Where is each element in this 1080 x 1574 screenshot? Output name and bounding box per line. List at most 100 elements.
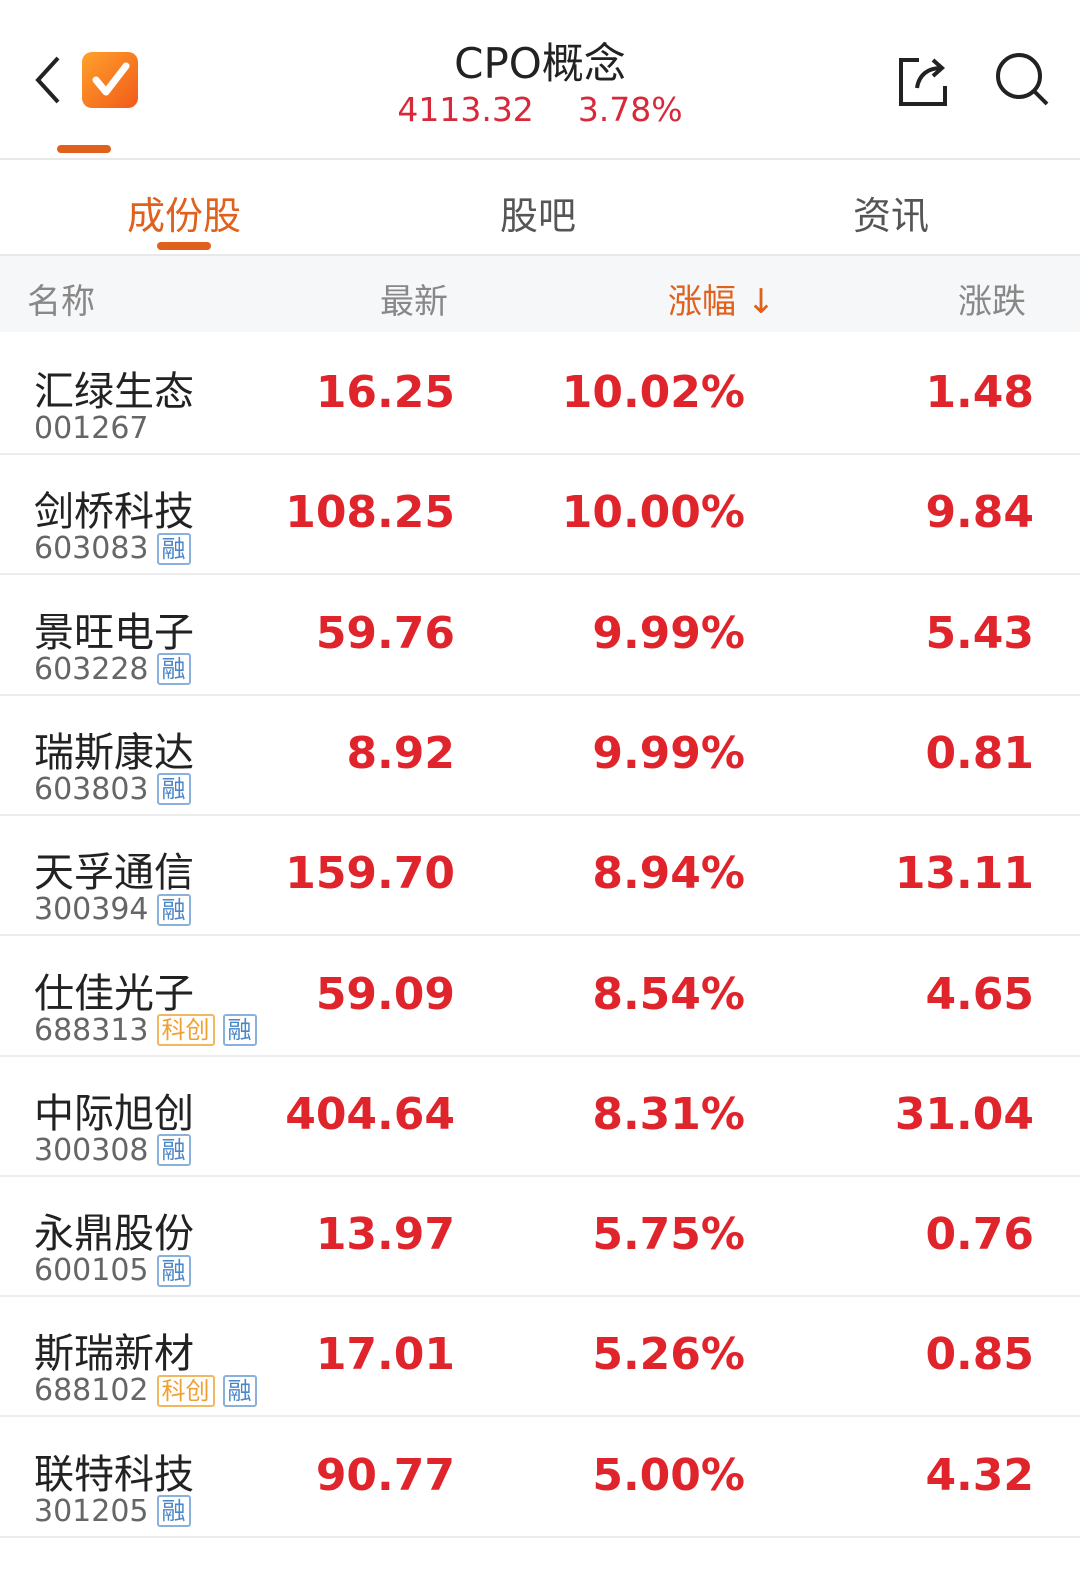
- margin-badge: 融: [156, 773, 191, 806]
- stock-code-line: 001267: [34, 411, 149, 446]
- table-header: 名称 最新 涨幅 ↓ 涨跌: [0, 256, 1080, 332]
- stock-name: 景旺电子: [34, 609, 194, 656]
- logo-indicator: [57, 145, 111, 153]
- change-pct: 9.99%: [592, 607, 745, 659]
- change-pct: 5.75%: [592, 1209, 745, 1261]
- active-tab-indicator: [157, 242, 211, 250]
- index-change-pct: 3.78%: [577, 90, 683, 129]
- latest-price: 108.25: [285, 487, 455, 539]
- stock-name: 汇绿生态: [34, 369, 194, 415]
- page-title: CPO概念: [454, 39, 626, 88]
- stock-code-line: 688102 科创融: [34, 1373, 257, 1408]
- table-row[interactable]: 永鼎股份 600105 融 13.97 5.75% 0.76: [0, 1175, 1080, 1298]
- stock-name: 永鼎股份: [34, 1211, 194, 1258]
- stock-code-line: 300394 融: [34, 892, 191, 927]
- col-pct[interactable]: 涨幅 ↓: [668, 274, 775, 323]
- margin-badge: 融: [156, 1495, 191, 1528]
- stock-name: 仕佳光子: [34, 970, 194, 1017]
- stock-code-line: 688313 科创融: [34, 1013, 257, 1048]
- stock-name: 瑞斯康达: [34, 729, 194, 776]
- stock-code: 300308: [34, 1132, 149, 1168]
- stock-name: 斯瑞新材: [34, 1331, 194, 1378]
- stock-code: 301205: [34, 1493, 149, 1529]
- change-pct: 5.00%: [592, 1449, 745, 1501]
- app-logo-icon[interactable]: [82, 52, 138, 108]
- change-amount: 9.84: [925, 487, 1034, 539]
- back-icon[interactable]: [30, 50, 70, 110]
- top-bar: CPO概念 4113.32 3.78%: [0, 0, 1080, 160]
- table-row[interactable]: 景旺电子 603228 融 59.76 9.99% 5.43: [0, 574, 1080, 696]
- stock-code-line: 603228 融: [34, 652, 191, 687]
- col-name[interactable]: 名称: [27, 282, 95, 322]
- tab-news[interactable]: 资讯: [852, 194, 930, 238]
- change-amount: 1.48: [925, 367, 1034, 418]
- stock-code: 603083: [34, 531, 149, 567]
- stock-code-line: 301205 融: [34, 1494, 191, 1529]
- tab-constituents[interactable]: 成份股: [126, 194, 242, 238]
- col-pct-label: 涨幅: [668, 282, 736, 322]
- table-row[interactable]: 瑞斯康达 603803 融 8.92 9.99% 0.81: [0, 694, 1080, 816]
- stock-name: 联特科技: [34, 1451, 194, 1498]
- latest-price: 17.01: [315, 1329, 455, 1381]
- change-pct: 8.54%: [592, 968, 745, 1020]
- latest-price: 59.09: [315, 968, 455, 1020]
- latest-price: 8.92: [346, 727, 455, 779]
- latest-price: 13.97: [315, 1209, 455, 1261]
- change-amount: 13.11: [894, 848, 1034, 900]
- stock-code: 300394: [34, 892, 149, 928]
- change-amount: 5.43: [925, 607, 1034, 659]
- latest-price: 159.70: [285, 848, 455, 900]
- latest-price: 90.77: [315, 1449, 455, 1501]
- table-row[interactable]: 汇绿生态 001267 16.25 10.02% 1.48: [0, 333, 1080, 455]
- star-market-badge: 科创: [156, 1374, 215, 1407]
- latest-price: 59.76: [315, 607, 455, 659]
- stock-code-line: 300308 融: [34, 1133, 191, 1168]
- star-market-badge: 科创: [156, 1014, 215, 1046]
- search-icon[interactable]: [993, 50, 1051, 108]
- col-latest[interactable]: 最新: [380, 282, 448, 322]
- table-row[interactable]: 天孚通信 300394 融 159.70 8.94% 13.11: [0, 814, 1080, 937]
- margin-badge: 融: [222, 1014, 257, 1046]
- margin-badge: 融: [156, 653, 191, 686]
- stock-code: 688313: [34, 1012, 149, 1048]
- stock-code: 603803: [34, 771, 149, 807]
- change-amount: 0.85: [925, 1329, 1034, 1381]
- tab-forum[interactable]: 股吧: [499, 194, 577, 238]
- change-pct: 10.00%: [561, 487, 745, 539]
- stock-code: 603228: [34, 651, 149, 687]
- margin-badge: 融: [156, 1134, 191, 1167]
- change-pct: 8.31%: [592, 1088, 745, 1140]
- table-row[interactable]: 中际旭创 300308 融 404.64 8.31% 31.04: [0, 1055, 1080, 1177]
- stock-name: 剑桥科技: [34, 489, 194, 536]
- change-amount: 0.81: [925, 727, 1034, 779]
- latest-price: 404.64: [285, 1088, 455, 1140]
- stock-code-line: 603803 融: [34, 772, 191, 807]
- stock-name: 天孚通信: [34, 850, 194, 897]
- margin-badge: 融: [156, 893, 191, 926]
- share-icon[interactable]: [895, 52, 951, 108]
- margin-badge: 融: [222, 1374, 257, 1407]
- index-quote: 4113.32 3.78%: [0, 90, 1080, 129]
- stock-code: 001267: [34, 411, 149, 446]
- margin-badge: 融: [156, 532, 191, 565]
- table-row[interactable]: 剑桥科技 603083 融 108.25 10.00% 9.84: [0, 453, 1080, 576]
- change-pct: 10.02%: [561, 367, 745, 418]
- stock-code-line: 603083 融: [34, 531, 191, 566]
- index-price: 4113.32: [397, 90, 534, 129]
- table-row[interactable]: 仕佳光子 688313 科创融 59.09 8.54% 4.65: [0, 935, 1080, 1057]
- margin-badge: 融: [156, 1254, 191, 1287]
- stock-code-line: 600105 融: [34, 1253, 191, 1288]
- stock-name: 中际旭创: [34, 1090, 194, 1137]
- change-amount: 4.65: [925, 968, 1034, 1020]
- table-row[interactable]: 斯瑞新材 688102 科创融 17.01 5.26% 0.85: [0, 1295, 1080, 1418]
- stock-code: 600105: [34, 1253, 149, 1289]
- change-amount: 4.32: [925, 1449, 1034, 1501]
- col-change[interactable]: 涨跌: [958, 282, 1026, 322]
- table-row[interactable]: 联特科技 301205 融 90.77 5.00% 4.32: [0, 1416, 1080, 1538]
- tab-bar: 成份股 股吧 资讯: [0, 160, 1080, 256]
- sort-desc-icon: ↓: [746, 282, 776, 322]
- latest-price: 16.25: [315, 367, 455, 418]
- change-amount: 31.04: [894, 1088, 1034, 1140]
- change-pct: 9.99%: [592, 727, 745, 779]
- stock-code: 688102: [34, 1373, 149, 1409]
